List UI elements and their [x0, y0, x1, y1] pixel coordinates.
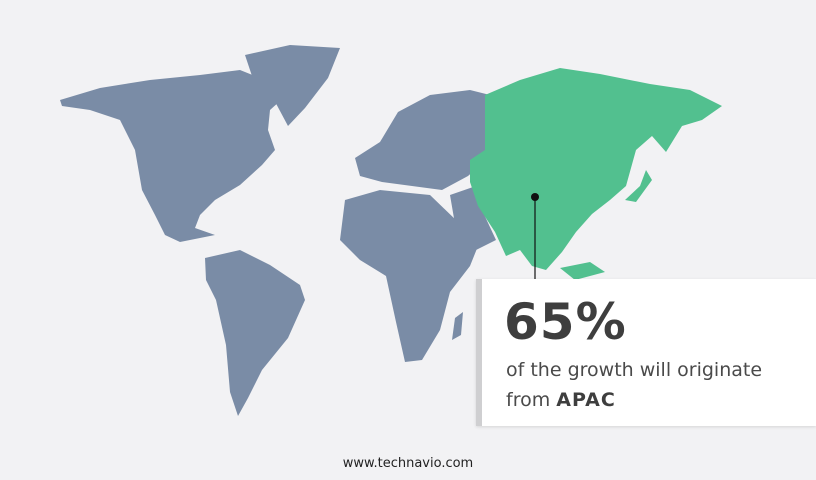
location-marker: [531, 193, 539, 201]
apac-region: [470, 68, 722, 280]
callout-from: from: [506, 389, 551, 411]
callout-card: 65% of the growth will originate from AP…: [476, 279, 816, 426]
madagascar: [452, 312, 463, 340]
north-america: [60, 70, 290, 242]
footer-url: www.technavio.com: [342, 456, 474, 471]
africa: [340, 190, 478, 362]
growth-percentage: 65%: [504, 293, 627, 351]
callout-text: of the growth will originate: [506, 359, 763, 381]
south-america: [205, 250, 305, 416]
callout-region: APAC: [556, 389, 616, 411]
callout-description: of the growth will originate from APAC: [506, 355, 762, 415]
europe: [355, 90, 490, 190]
greenland: [245, 45, 340, 126]
middle-east: [450, 186, 496, 252]
